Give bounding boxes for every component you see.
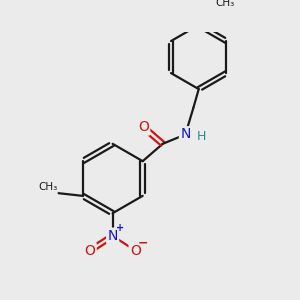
Text: −: − [138,236,148,249]
Text: O: O [130,244,141,258]
Text: N: N [107,229,118,243]
Text: O: O [85,244,95,258]
Text: N: N [180,128,190,142]
Text: +: + [116,224,124,233]
Text: O: O [138,120,149,134]
Text: H: H [197,130,207,143]
Text: CH₃: CH₃ [215,0,235,8]
Text: CH₃: CH₃ [38,182,57,192]
